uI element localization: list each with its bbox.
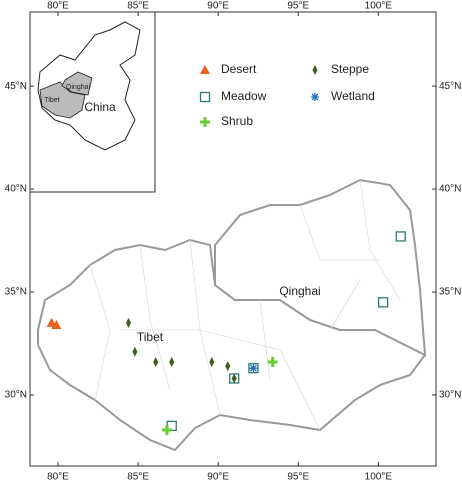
point bbox=[161, 424, 172, 435]
x-tick-label: 80°E bbox=[47, 472, 69, 483]
legend-marker bbox=[311, 93, 319, 101]
point bbox=[209, 357, 215, 368]
point bbox=[225, 361, 231, 372]
legend-label: Meadow bbox=[221, 89, 267, 103]
legend-label: Desert bbox=[221, 62, 257, 76]
x-tick-label: 95°E bbox=[287, 1, 309, 12]
point bbox=[377, 297, 389, 308]
tibet-outline bbox=[37, 238, 427, 452]
point bbox=[248, 363, 259, 374]
x-tick-label: 95°E bbox=[287, 472, 309, 483]
point bbox=[231, 373, 237, 384]
legend-label: Wetland bbox=[331, 89, 375, 103]
point bbox=[169, 357, 175, 368]
region-label: Qinghai bbox=[279, 284, 320, 298]
inset-label: Qinghai bbox=[66, 84, 91, 91]
qinghai-outline bbox=[214, 178, 427, 357]
x-tick-label: 85°E bbox=[127, 472, 149, 483]
legend-label: Shrub bbox=[221, 114, 253, 128]
y-tick-label: 45°N bbox=[439, 81, 461, 92]
y-tick-label: 45°N bbox=[5, 81, 27, 92]
y-tick-label: 30°N bbox=[5, 390, 27, 401]
point bbox=[132, 346, 138, 357]
point bbox=[153, 357, 159, 368]
y-tick-label: 40°N bbox=[439, 184, 461, 195]
x-tick-label: 90°E bbox=[207, 472, 229, 483]
x-tick-label: 100°E bbox=[365, 1, 393, 12]
county-lines bbox=[89, 179, 401, 431]
y-tick-label: 30°N bbox=[439, 390, 461, 401]
legend-marker bbox=[200, 117, 210, 127]
point bbox=[249, 364, 258, 373]
inset-label: China bbox=[84, 100, 116, 114]
region-label: Tibet bbox=[137, 330, 164, 344]
legend-marker bbox=[312, 65, 318, 75]
x-tick-label: 80°E bbox=[47, 1, 69, 12]
point bbox=[125, 317, 131, 328]
x-tick-label: 90°E bbox=[207, 1, 229, 12]
inset-label: Tibet bbox=[44, 97, 59, 104]
legend-marker bbox=[200, 65, 210, 74]
legend-marker bbox=[199, 91, 211, 103]
y-tick-label: 35°N bbox=[439, 287, 461, 298]
y-tick-label: 40°N bbox=[5, 184, 27, 195]
point bbox=[395, 231, 406, 242]
legend-label: Steppe bbox=[331, 62, 369, 76]
point bbox=[51, 319, 62, 329]
inset-qinghai bbox=[61, 71, 93, 96]
point bbox=[267, 357, 278, 368]
x-tick-label: 85°E bbox=[127, 1, 149, 12]
y-tick-label: 35°N bbox=[5, 287, 27, 298]
x-tick-label: 100°E bbox=[365, 472, 393, 483]
